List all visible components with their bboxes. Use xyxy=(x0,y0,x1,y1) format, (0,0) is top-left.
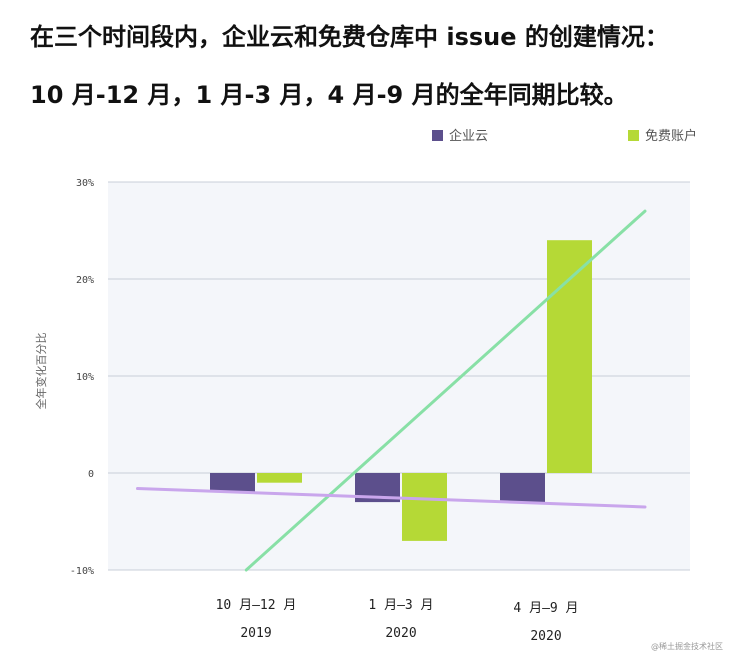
x-category-label: 1 月—3 月 xyxy=(368,598,433,613)
y-tick-label: 20% xyxy=(76,275,94,286)
legend-label: 企业云 xyxy=(449,128,488,144)
bar-free-2 xyxy=(547,240,592,473)
legend-swatch xyxy=(628,130,639,141)
chart-title: 在三个时间段内，企业云和免费仓库中 issue 的创建情况： 10 月-12 月… xyxy=(30,8,720,124)
x-category-year: 2020 xyxy=(530,629,561,644)
legend-label: 免费账户 xyxy=(645,128,697,144)
y-tick-label: -10% xyxy=(70,566,94,577)
bar-free-1 xyxy=(402,473,447,541)
title-line-1: 在三个时间段内，企业云和免费仓库中 issue 的创建情况： xyxy=(30,23,669,51)
y-tick-label: 10% xyxy=(76,372,94,383)
x-category-year: 2019 xyxy=(240,626,271,641)
bar-enterprise-0 xyxy=(210,473,255,493)
y-tick-label: 30% xyxy=(76,178,94,189)
y-axis-label: 全年变化百分比 xyxy=(34,333,48,410)
x-category-label: 4 月—9 月 xyxy=(513,601,578,616)
title-line-2: 10 月-12 月，1 月-3 月，4 月-9 月的全年同期比较。 xyxy=(30,81,628,109)
trend-line-0 xyxy=(244,209,647,572)
trend-line-1 xyxy=(136,487,647,509)
x-category-year: 2020 xyxy=(385,626,416,641)
bar-free-0 xyxy=(257,473,302,483)
bar-enterprise-2 xyxy=(500,473,545,503)
y-tick-label: 0 xyxy=(88,469,94,480)
legend-swatch xyxy=(432,130,443,141)
x-category-label: 10 月—12 月 xyxy=(216,598,297,613)
watermark-credit: @稀土掘金技术社区 xyxy=(651,642,723,651)
